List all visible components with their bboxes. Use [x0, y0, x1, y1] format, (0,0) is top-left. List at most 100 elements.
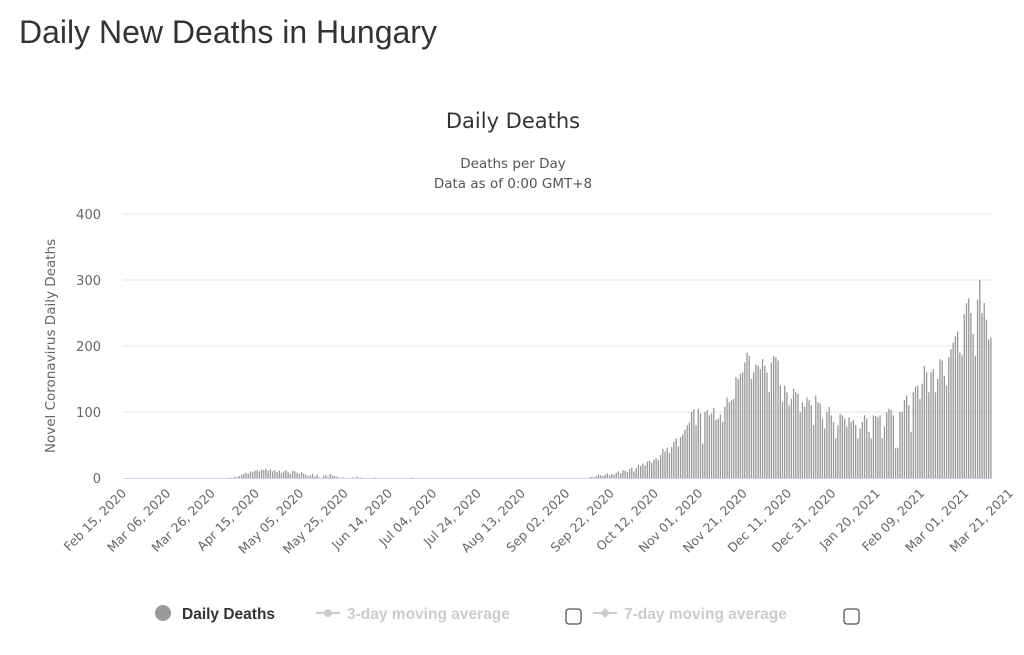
bar: [699, 413, 702, 478]
bar: [639, 466, 642, 478]
bar: [245, 472, 247, 478]
bar: [877, 417, 879, 478]
bar: [826, 412, 828, 478]
bar: [704, 412, 706, 478]
bar: [708, 415, 711, 478]
bar: [775, 357, 777, 478]
bar: [615, 472, 617, 478]
bar: [249, 471, 252, 478]
checkbox-7-day-average[interactable]: [843, 608, 860, 625]
bar: [892, 415, 895, 478]
bar: [917, 385, 919, 478]
bar: [934, 392, 937, 478]
bar: [817, 402, 819, 478]
bar: [830, 415, 832, 478]
bar: [593, 477, 595, 478]
bar: [697, 408, 699, 478]
bar: [950, 349, 952, 478]
legend: Daily Deaths 3-day moving average 7-day …: [155, 605, 860, 625]
bar: [713, 408, 715, 478]
bar: [260, 469, 263, 478]
y-axis-ticks: 0 100 200 300 400: [76, 208, 101, 487]
bar: [724, 406, 726, 478]
bar: [726, 397, 728, 478]
bar: [899, 412, 901, 478]
bar: [280, 472, 283, 478]
bar: [651, 462, 653, 478]
bar: [240, 474, 243, 478]
bars: [229, 280, 992, 478]
bar: [914, 386, 917, 478]
bar: [777, 360, 779, 478]
bar: [646, 461, 648, 478]
bar: [263, 470, 265, 478]
bar: [715, 419, 717, 478]
bar: [591, 476, 593, 478]
y-tick-label: 400: [76, 208, 101, 223]
bar: [852, 419, 855, 478]
bar: [278, 470, 280, 478]
bar: [329, 474, 331, 478]
bar: [613, 474, 615, 478]
bar: [305, 474, 307, 478]
bar: [855, 425, 857, 478]
bar: [710, 413, 713, 478]
bar: [300, 472, 303, 478]
gridlines: [123, 213, 992, 413]
bar: [411, 477, 413, 478]
bar: [881, 438, 883, 478]
bar: [819, 403, 821, 478]
bar: [338, 477, 340, 478]
bar: [600, 475, 602, 478]
bar: [941, 360, 943, 478]
bar: [635, 468, 637, 478]
bar: [637, 464, 640, 478]
bar: [717, 418, 719, 478]
bar: [741, 372, 744, 478]
bar: [905, 395, 908, 478]
bar: [331, 475, 334, 478]
bar: [870, 438, 872, 478]
bar: [746, 352, 748, 478]
bar: [296, 472, 298, 478]
circle-icon: [155, 605, 171, 621]
bar: [945, 385, 948, 478]
bar: [948, 357, 950, 478]
bar: [930, 372, 932, 478]
bar: [633, 471, 635, 478]
checkbox-3-day-average[interactable]: [565, 608, 582, 625]
bar: [954, 336, 957, 478]
bar: [908, 405, 910, 478]
bar: [271, 471, 274, 478]
bar: [316, 474, 318, 478]
bar: [925, 372, 928, 478]
bar: [937, 379, 939, 478]
bar: [644, 465, 646, 478]
legend-item-daily-deaths[interactable]: Daily Deaths: [155, 605, 275, 623]
bar: [283, 471, 285, 478]
bar: [655, 458, 657, 478]
bar: [659, 454, 662, 478]
y-axis-label: Novel Coronavirus Daily Deaths: [43, 239, 59, 453]
bar: [770, 362, 773, 478]
bar: [801, 402, 804, 478]
bar: [351, 477, 354, 478]
bar: [688, 422, 691, 478]
bar: [322, 476, 325, 478]
bar: [804, 406, 806, 478]
legend-label-7-day-average: 7-day moving average: [624, 606, 787, 623]
bar: [666, 447, 668, 478]
page-title: Daily New Deaths in Hungary: [19, 14, 437, 50]
bar: [879, 415, 881, 478]
bar: [750, 379, 753, 478]
bar: [628, 468, 631, 478]
bar: [602, 476, 604, 478]
bar: [823, 428, 826, 478]
bar: [309, 475, 311, 478]
legend-item-3-day-average[interactable]: 3-day moving average: [316, 606, 510, 623]
legend-label-3-day-average: 3-day moving average: [347, 606, 510, 623]
bar: [753, 372, 755, 478]
bar: [961, 355, 963, 478]
legend-item-7-day-average[interactable]: 7-day moving average: [593, 606, 787, 623]
